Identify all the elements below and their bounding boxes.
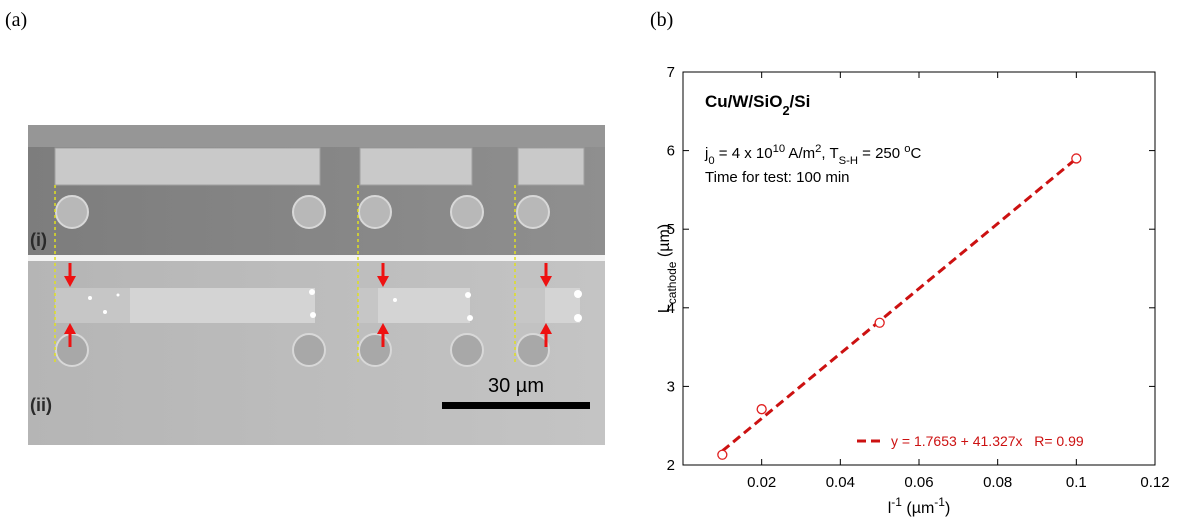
panel-label: (a): [5, 9, 27, 31]
text-part: A/m: [785, 145, 815, 162]
legend-label: y = 1.7653 + 41.327x R= 0.99: [891, 433, 1084, 449]
text-part: = 250: [858, 145, 904, 162]
x-tick-label: 0.08: [983, 474, 1012, 491]
x-tick-label: 0.02: [747, 474, 776, 491]
x-tick-label: 0.06: [904, 474, 933, 491]
text-part: S-H: [839, 155, 858, 167]
annotation: j0 = 4 x 1010 A/m2, TS-H = 250 oC: [704, 143, 922, 167]
annotation: Time for test: 100 min: [705, 169, 850, 186]
text-part: Cu/W/SiO: [705, 92, 782, 111]
text-part: = 4 x 10: [715, 145, 773, 162]
text-part: /Si: [790, 92, 811, 111]
text-part: 10: [773, 143, 786, 155]
text-part: -1: [891, 495, 902, 509]
image-label: (i): [30, 230, 47, 250]
y-tick-label: 6: [667, 143, 675, 160]
image-label: (ii): [30, 395, 52, 415]
point: [718, 450, 727, 459]
y-tick-label: 2: [667, 457, 675, 474]
text-part: Time for test: 100 min: [705, 169, 850, 186]
fit-line: [722, 159, 1076, 451]
x-tick-label: 0.1: [1066, 474, 1087, 491]
text-part: , T: [821, 145, 838, 162]
scale-bar-label: 30 µm: [488, 375, 544, 397]
annotation: Cu/W/SiO2/Si: [705, 92, 810, 118]
y-axis-label: Lcathode (µm): [656, 224, 679, 313]
y-tick-label: 3: [667, 378, 675, 395]
text-part: ): [945, 500, 950, 517]
text-part: (µm): [656, 224, 673, 262]
point: [875, 318, 884, 327]
y-tick-label: 7: [667, 64, 675, 81]
point: [1072, 154, 1081, 163]
panel-label: (b): [650, 9, 673, 31]
x-tick-label: 0.12: [1140, 474, 1169, 491]
text-part: -1: [934, 495, 945, 509]
text-part: 2: [782, 103, 789, 118]
sem-image: 30 µm (i) (ii): [28, 125, 605, 445]
text-part: C: [911, 145, 922, 162]
x-tick-label: 0.04: [826, 474, 855, 491]
x-axis-label: l-1 (µm-1): [888, 495, 951, 517]
plot-frame: [683, 72, 1155, 465]
text-part: L: [656, 304, 673, 313]
point: [757, 405, 766, 414]
figure: (a) (b): [0, 0, 1177, 521]
text-part: cathode: [665, 261, 679, 304]
text-part: (µm: [902, 500, 934, 517]
